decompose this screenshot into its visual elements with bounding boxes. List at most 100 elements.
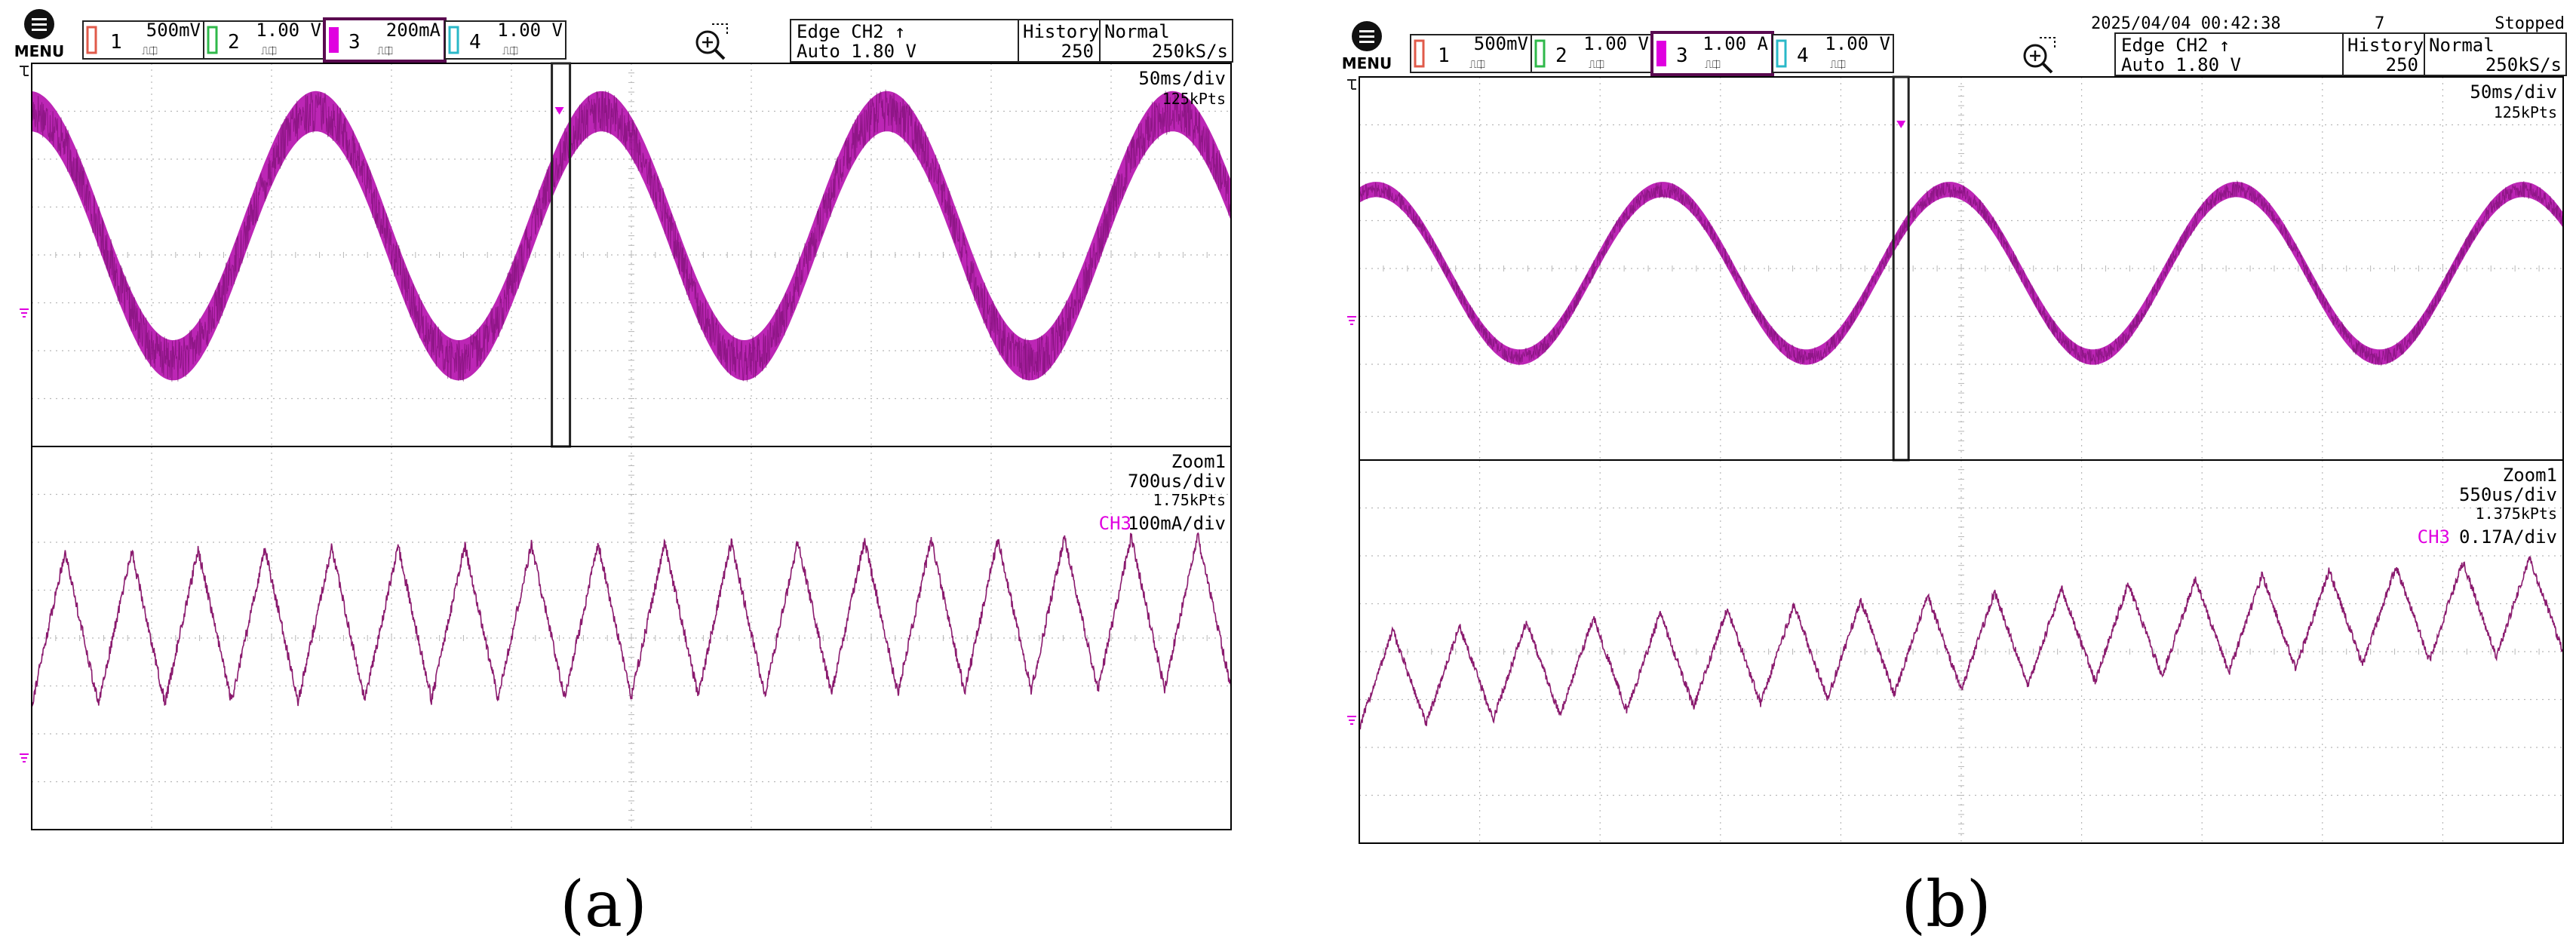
oscilloscope-panel-b: MENU 2025/04/04 00:42:38 7 Stopped 1 500… [1328, 0, 2572, 945]
trace-band [32, 91, 1231, 381]
channel-color-marker [329, 27, 339, 53]
zoom-window-grid [31, 446, 1232, 830]
coupling-icon: ⎍⎅ [142, 45, 158, 57]
zoom-points: 1.375kPts [2476, 505, 2557, 523]
trace-noise [1359, 179, 2564, 367]
trigger-box[interactable]: Edge CH2 ↑ Auto 1.80 V [2114, 32, 2344, 76]
channel-2-number: 2 [1555, 44, 1567, 67]
trigger-marker-icon [1896, 121, 1906, 128]
menu-button[interactable]: MENU [1342, 21, 1392, 72]
history-value: 250 [1061, 41, 1094, 62]
zoom-window-frame [31, 446, 1232, 830]
zoom-region-marker[interactable] [551, 62, 572, 448]
trace-line [1359, 556, 2564, 731]
ground-marker-icon [1347, 716, 1356, 725]
zoom-timebase: 550us/div [2459, 484, 2557, 505]
channel-4-number: 4 [469, 31, 481, 54]
trace-line [31, 532, 1232, 708]
channel-1-box[interactable]: 1 500mV ⎍⎅ [1410, 33, 1532, 73]
channel-1-scale: 500mV [146, 20, 201, 41]
menu-button[interactable]: MENU [14, 9, 65, 60]
ground-marker-icon [20, 753, 29, 762]
trace-noise [31, 89, 1232, 382]
zoom-channel-label: CH3 [1099, 513, 1131, 534]
main-points: 125kPts [1162, 90, 1226, 108]
channel-color-marker [86, 26, 97, 54]
acquisition-box[interactable]: Normal 250kS/s [1099, 19, 1233, 63]
menu-label: MENU [1342, 54, 1392, 72]
zoom-window-trace [1359, 556, 2564, 731]
channel-3-number: 3 [348, 31, 361, 54]
coupling-icon: ⎍⎅ [1705, 59, 1721, 71]
main-timebase: 50ms/div [2470, 81, 2557, 103]
coupling-icon: ⎍⎅ [377, 45, 393, 57]
zoom-label: Zoom1 [1171, 451, 1226, 472]
ground-marker-icon [20, 308, 29, 318]
channel-3-box[interactable]: 3 200mA ⎍⎅ [323, 17, 447, 63]
main-timebase: 50ms/div [1138, 68, 1226, 89]
channel-4-box[interactable]: 4 1.00 V ⎍⎅ [444, 20, 566, 60]
zoom-channel-scale: 0.17A/div [2459, 526, 2557, 548]
panel-caption: (a) [560, 867, 647, 941]
zoom-label: Zoom1 [2503, 465, 2557, 486]
zoom-window-grid [1359, 459, 2564, 844]
channel-4-scale: 1.00 V [497, 20, 563, 41]
coupling-icon: ⎍⎅ [261, 45, 277, 57]
channel-1-box[interactable]: 1 500mV ⎍⎅ [82, 20, 204, 60]
channel-2-scale: 1.00 V [256, 20, 321, 41]
run-state: Stopped [2495, 14, 2565, 33]
channel-1-number: 1 [110, 31, 122, 54]
scope-screen: MENU 2025/04/04 00:42:38 7 Stopped 1 500… [1342, 14, 2567, 844]
channel-4-scale: 1.00 V [1825, 33, 1890, 54]
menu-label: MENU [14, 42, 65, 60]
channel-2-box[interactable]: 2 1.00 V ⎍⎅ [203, 20, 325, 60]
history-box[interactable]: History 250 [2342, 32, 2425, 76]
channel-color-marker [1534, 39, 1546, 68]
channel-1-number: 1 [1438, 44, 1450, 67]
main-points: 125kPts [2494, 103, 2557, 121]
channel-4-number: 4 [1797, 44, 1809, 67]
zoom-region-marker[interactable] [1892, 75, 1910, 462]
trigger-type: Edge CH2 ↑ [797, 21, 906, 42]
trigger-mode: Auto 1.80 V [797, 41, 916, 62]
zoom-search-icon[interactable] [695, 23, 728, 60]
zoom-search-icon[interactable] [2023, 37, 2056, 74]
trigger-position-icon [1347, 79, 1356, 90]
history-label: History [2347, 35, 2424, 56]
channel-3-box[interactable]: 3 1.00 A ⎍⎅ [1650, 31, 1774, 76]
trigger-box[interactable]: Edge CH2 ↑ Auto 1.80 V [790, 19, 1019, 63]
zoom-window-frame [1359, 459, 2564, 844]
channel-color-marker [448, 26, 459, 54]
acquisition-box[interactable]: Normal 250kS/s [2424, 32, 2567, 76]
zoom-points: 1.75kPts [1153, 491, 1226, 509]
coupling-icon: ⎍⎅ [1469, 59, 1485, 71]
channel-4-box[interactable]: 4 1.00 V ⎍⎅ [1772, 33, 1894, 73]
channel-2-box[interactable]: 2 1.00 V ⎍⎅ [1531, 33, 1653, 73]
history-value: 250 [2386, 54, 2418, 75]
history-label: History [1023, 21, 1099, 42]
channel-3-scale: 200mA [386, 20, 441, 41]
channel-3-scale: 1.00 A [1702, 33, 1768, 54]
scope-screen: MENU 1 500mV ⎍⎅ 2 1.00 V ⎍⎅ 3 200mA ⎍⎅ [14, 9, 1233, 830]
channel-color-marker [207, 26, 218, 54]
history-box[interactable]: History 250 [1018, 19, 1101, 63]
zoom-channel-label: CH3 [2418, 526, 2450, 548]
date-time: 2025/04/04 00:42:38 [2091, 14, 2281, 33]
oscilloscope-panel-a: MENU 1 500mV ⎍⎅ 2 1.00 V ⎍⎅ 3 200mA ⎍⎅ [0, 0, 1245, 945]
coupling-icon: ⎍⎅ [1589, 59, 1604, 71]
acquisition-mode: Normal [1104, 21, 1170, 42]
coupling-icon: ⎍⎅ [1830, 59, 1846, 71]
channel-color-marker [1776, 39, 1787, 68]
main-window-grid [1359, 76, 2564, 461]
channel-2-scale: 1.00 V [1583, 33, 1649, 54]
zoom-window-trace [31, 532, 1232, 708]
channel-color-marker [1656, 41, 1666, 66]
trigger-mode: Auto 1.80 V [2121, 54, 2241, 75]
channel-color-marker [1414, 39, 1425, 68]
trigger-type: Edge CH2 ↑ [2121, 35, 2231, 56]
zoom-timebase: 700us/div [1128, 471, 1226, 492]
acquisition-mode: Normal [2429, 35, 2495, 56]
channel-3-number: 3 [1676, 44, 1688, 67]
zoom-channel-scale: 100mA/div [1128, 513, 1226, 534]
trigger-position-icon [20, 66, 29, 76]
